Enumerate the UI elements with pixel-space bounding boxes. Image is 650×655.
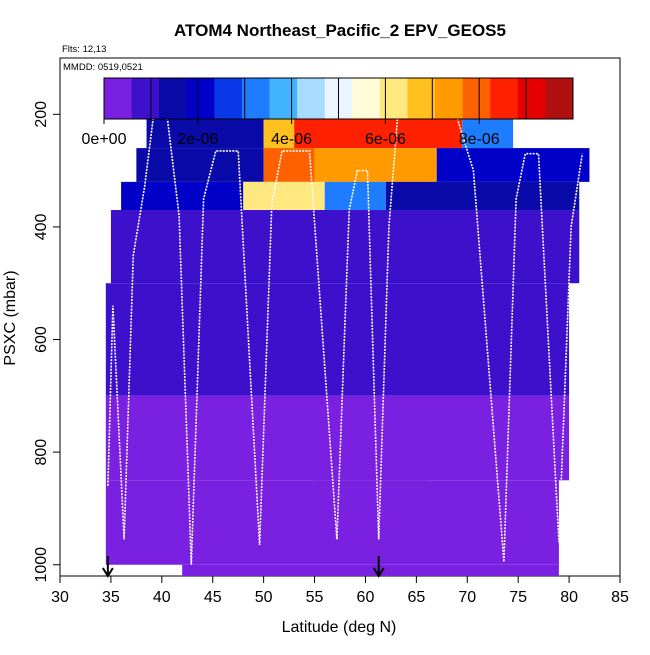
- date-marker-arrows: [102, 556, 385, 578]
- heatmap-cell-11: [121, 181, 244, 211]
- colorbar-swatch-2: [159, 78, 188, 119]
- colorbar: 0e+00 2e-06 4e-06 6e-06 8e-06: [82, 77, 574, 148]
- x-tick-label-10: 80: [560, 589, 578, 606]
- heatmap-cell-7: [136, 148, 264, 182]
- colorbar-swatch-13: [462, 78, 491, 119]
- chart-title: ATOM4 Northeast_Pacific_2 EPV_GEOS5: [174, 21, 506, 40]
- x-tick-label-11: 85: [611, 589, 629, 606]
- heatmap-cell-4: [263, 114, 295, 149]
- colorbar-swatch-16: [545, 78, 574, 119]
- date-arrow-0: [102, 556, 114, 578]
- x-tick-label-3: 45: [204, 589, 222, 606]
- colorbar-swatch-3: [186, 78, 215, 119]
- x-axis: 30 35 40 45 50 55 60 65 70 75 80 85: [51, 576, 629, 606]
- colorbar-swatch-10: [379, 78, 408, 119]
- colorbar-tick-label-0: 0e+00: [82, 131, 127, 148]
- y-axis-label: PSXC (mbar): [2, 270, 19, 365]
- x-tick-label-0: 30: [51, 589, 69, 606]
- heatmap-cell-3: [146, 114, 264, 149]
- heatmap-cell-9: [314, 148, 437, 182]
- x-tick-label-7: 65: [407, 589, 425, 606]
- colorbar-swatch-5: [241, 78, 271, 119]
- y-tick-label-1: 400: [33, 213, 50, 240]
- heatmap-cell-16: [105, 283, 570, 396]
- colorbar-tick-label-1: 2e-06: [177, 131, 218, 148]
- heatmap-cell-5: [294, 114, 463, 149]
- colorbar-swatch-11: [407, 78, 436, 119]
- colorbar-swatch-9: [352, 78, 381, 119]
- colorbar-swatch-0: [104, 78, 133, 119]
- x-tick-label-2: 40: [153, 589, 171, 606]
- x-tick-label-1: 35: [102, 589, 120, 606]
- colorbar-swatch-15: [517, 78, 546, 119]
- x-tick-label-8: 70: [458, 589, 476, 606]
- heatmap-cell-8: [263, 148, 315, 182]
- heatmap-cell-15: [110, 210, 580, 284]
- heatmap-cell-20: [314, 480, 427, 554]
- heatmap-cell-17: [105, 395, 570, 481]
- heatmap-cell-13: [324, 181, 386, 211]
- heatmap-cell-6: [462, 114, 514, 149]
- y-tick-label-4: 1000: [33, 547, 50, 583]
- colorbar-swatch-6: [269, 78, 298, 119]
- colorbar-swatch-1: [131, 78, 160, 119]
- colorbar-swatch-14: [490, 78, 519, 119]
- x-tick-label-4: 50: [255, 589, 273, 606]
- colorbar-swatch-7: [297, 78, 326, 119]
- colorbar-tick-label-4: 8e-06: [459, 131, 500, 148]
- heatmap-cell-14: [385, 181, 580, 211]
- y-axis: 200 400 600 800 1000: [33, 101, 60, 583]
- colorbar-swatch-4: [214, 78, 243, 119]
- y-tick-label-2: 600: [33, 326, 50, 353]
- dates-label: MMDD: 0519,0521: [63, 62, 143, 73]
- heatmap-cell-12: [243, 181, 325, 211]
- heatmap-cell-19: [182, 564, 559, 576]
- colorbar-tick-label-3: 6e-06: [365, 131, 406, 148]
- y-tick-label-3: 800: [33, 439, 50, 466]
- y-tick-label-0: 200: [33, 101, 50, 128]
- x-tick-label-9: 75: [509, 589, 527, 606]
- heatmap-cells: [105, 91, 590, 576]
- date-arrow-1: [372, 556, 385, 578]
- colorbar-tick-label-2: 4e-06: [271, 131, 312, 148]
- colorbar-swatch-12: [435, 78, 464, 119]
- flights-label: Flts: 12,13: [62, 44, 106, 55]
- heatmap-cell-10: [436, 148, 590, 182]
- x-tick-label-5: 55: [306, 589, 324, 606]
- x-tick-label-6: 60: [357, 589, 375, 606]
- x-axis-label: Latitude (deg N): [282, 619, 397, 636]
